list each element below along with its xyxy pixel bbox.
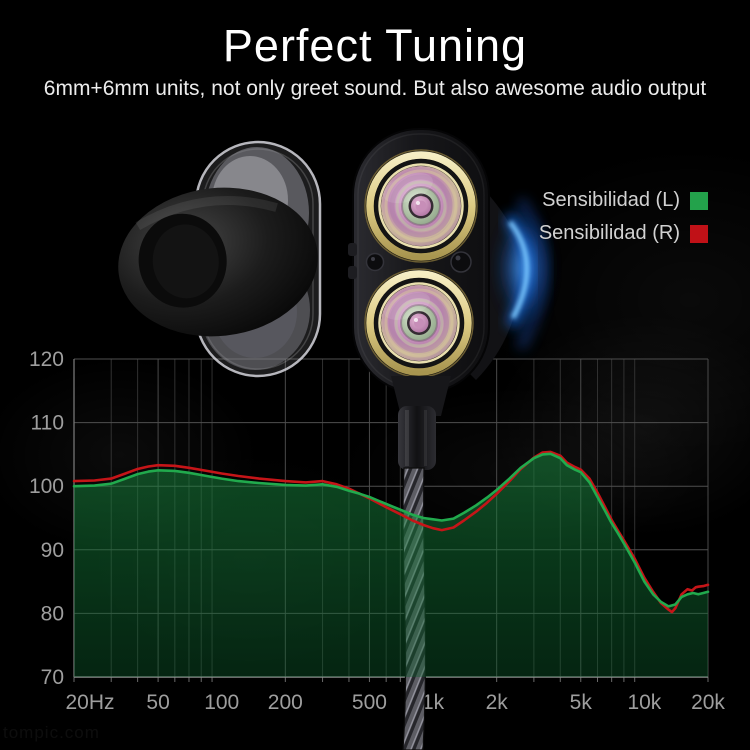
page-title: Perfect Tuning — [222, 20, 528, 71]
legend-swatch-left — [690, 191, 708, 210]
legend-label-left: Sensibilidad (L) — [542, 189, 680, 211]
chart-legend: Sensibilidad (L) Sensibilidad (R) — [539, 189, 708, 245]
subtitle: 6mm+6mm units, not only greet sound. But… — [43, 77, 707, 100]
legend-swatch-right — [690, 224, 708, 243]
legend-item-left: Sensibilidad (L) — [539, 189, 708, 212]
watermark: tompic.com — [3, 723, 100, 742]
legend-label-right: Sensibilidad (R) — [538, 222, 680, 244]
legend-item-right: Sensibilidad (R) — [539, 222, 708, 245]
